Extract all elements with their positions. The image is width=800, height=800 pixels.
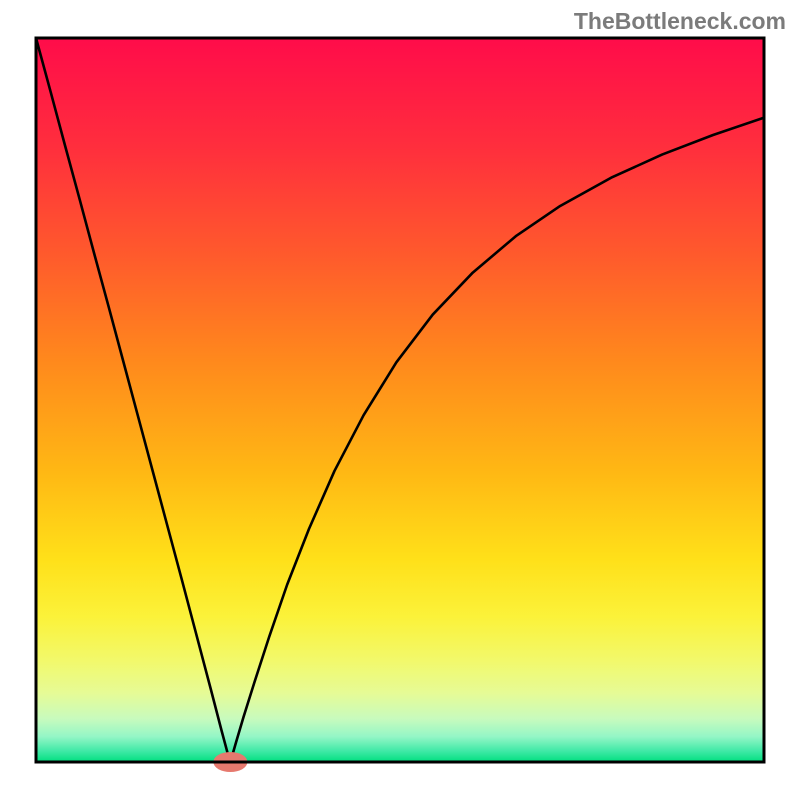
chart-container: TheBottleneck.com bbox=[0, 0, 800, 800]
bottleneck-chart bbox=[0, 0, 800, 800]
plot-background bbox=[36, 38, 764, 762]
plot-area bbox=[36, 38, 764, 772]
watermark-text: TheBottleneck.com bbox=[574, 8, 786, 35]
